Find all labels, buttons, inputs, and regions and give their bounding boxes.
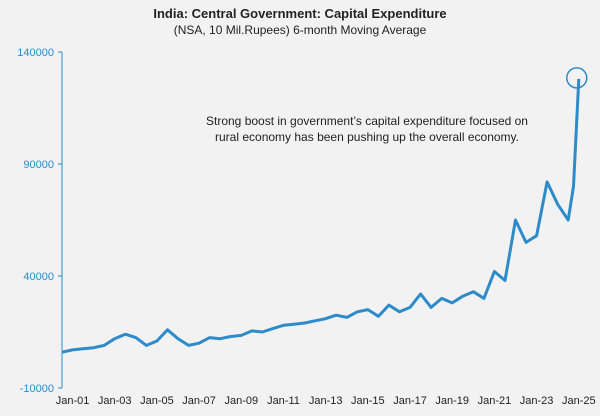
x-tick-label: Jan-13 bbox=[309, 395, 343, 407]
x-tick-label: Jan-11 bbox=[267, 395, 300, 407]
y-tick-label: 40000 bbox=[23, 271, 54, 283]
x-tick-label: Jan-01 bbox=[56, 395, 90, 407]
x-tick-label: Jan-15 bbox=[351, 395, 385, 407]
x-tick-label: Jan-03 bbox=[98, 395, 132, 407]
highlight-circle bbox=[566, 67, 588, 89]
annotation-line-2: rural economy has been pushing up the ov… bbox=[215, 130, 519, 144]
x-tick-label: Jan-19 bbox=[435, 395, 469, 407]
x-tick-label: Jan-05 bbox=[140, 395, 174, 407]
x-tick-label: Jan-21 bbox=[478, 395, 512, 407]
x-tick-label: Jan-17 bbox=[393, 395, 427, 407]
capex-series-line bbox=[61, 78, 581, 354]
x-tick-label: Jan-07 bbox=[182, 395, 216, 407]
y-axis-ticks: -10000 40000 90000 140000 bbox=[17, 47, 62, 395]
x-tick-label: Jan-23 bbox=[520, 395, 554, 407]
annotation-line-1: Strong boost in government’s capital exp… bbox=[206, 114, 528, 128]
y-tick-label: 90000 bbox=[23, 159, 54, 171]
x-tick-label: Jan-25 bbox=[562, 395, 596, 407]
x-tick-label: Jan-09 bbox=[224, 395, 258, 407]
chart-title: India: Central Government: Capital Expen… bbox=[153, 6, 447, 21]
chart-subtitle: (NSA, 10 Mil.Rupees) 6-month Moving Aver… bbox=[173, 23, 427, 37]
y-tick-label: 140000 bbox=[17, 47, 54, 59]
y-tick-label: -10000 bbox=[20, 383, 54, 395]
x-axis-ticks: Jan-01 Jan-03 Jan-05 Jan-07 Jan-09 Jan-11 Jan-… bbox=[56, 395, 596, 407]
